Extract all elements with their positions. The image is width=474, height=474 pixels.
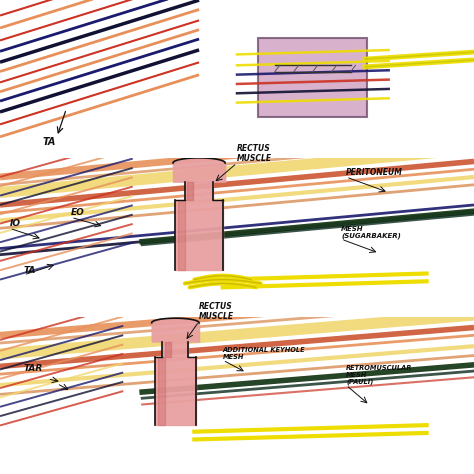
Text: MESH
(SUGARBAKER): MESH (SUGARBAKER) <box>341 226 401 239</box>
Text: IO: IO <box>9 219 20 228</box>
Text: EO: EO <box>71 209 85 218</box>
Text: RETROMUSCULAR
MESH
(PAULI): RETROMUSCULAR MESH (PAULI) <box>346 365 412 385</box>
FancyBboxPatch shape <box>258 38 367 118</box>
Text: TA: TA <box>43 137 56 146</box>
Text: TA: TA <box>24 266 36 275</box>
Text: RECTUS
MUSCLE: RECTUS MUSCLE <box>237 144 272 163</box>
Text: TAR: TAR <box>24 364 43 373</box>
Text: PERITONEUM: PERITONEUM <box>346 168 403 177</box>
Text: ADDITIONAL KEYHOLE
MESH: ADDITIONAL KEYHOLE MESH <box>223 347 305 360</box>
Text: RECTUS
MUSCLE: RECTUS MUSCLE <box>199 302 234 321</box>
